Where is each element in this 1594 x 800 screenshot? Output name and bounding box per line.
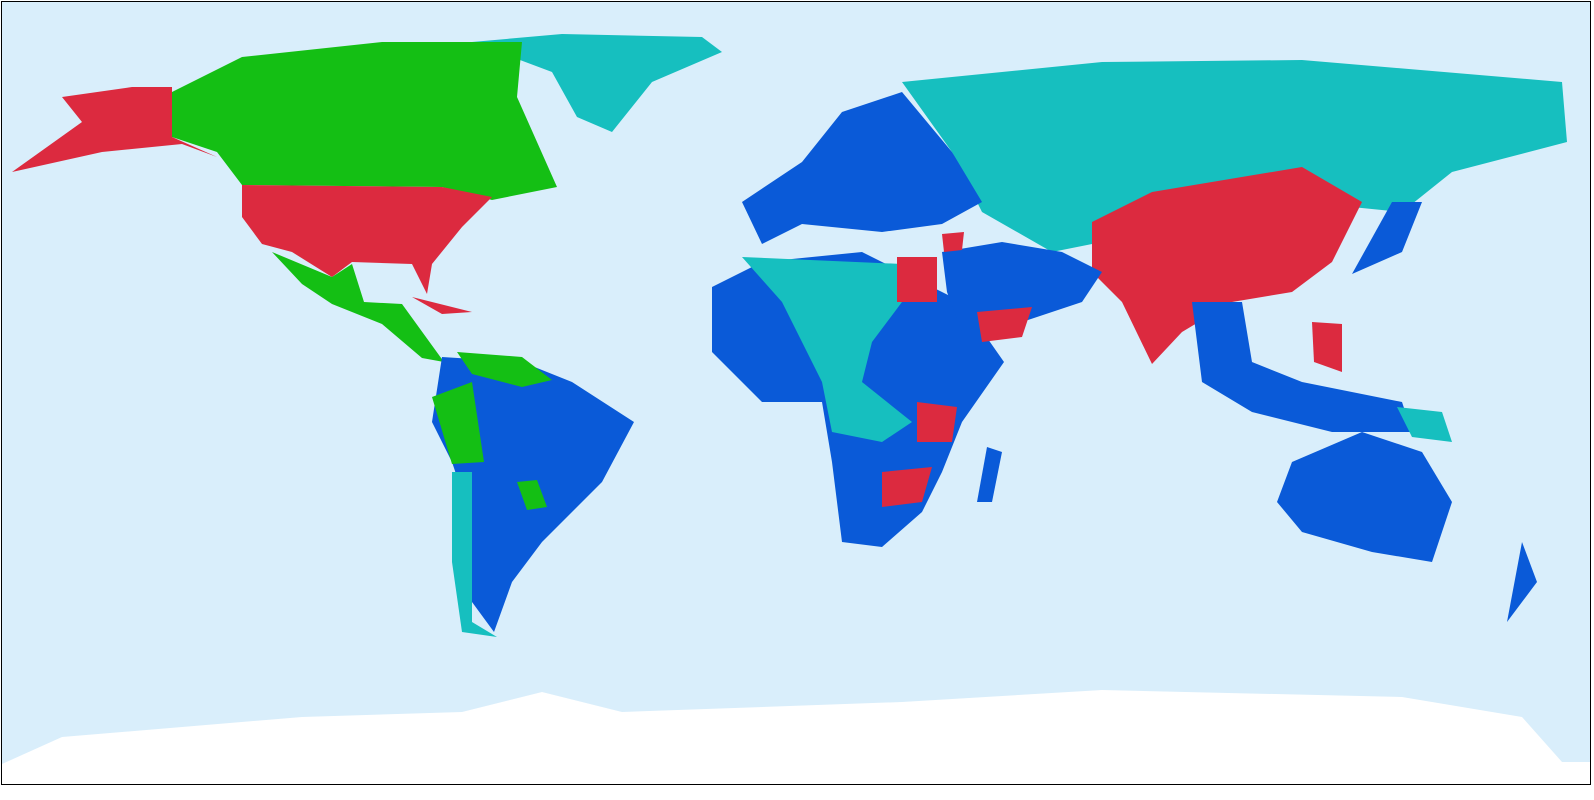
region-chile-argentina-south	[452, 472, 497, 637]
region-japan-korea	[1352, 202, 1422, 274]
region-southeast-asia	[1192, 302, 1412, 432]
region-papua	[1397, 407, 1452, 442]
region-cuba	[412, 297, 472, 314]
region-philippines	[1312, 322, 1342, 372]
region-europe	[742, 92, 982, 244]
region-usa	[242, 185, 492, 294]
region-paraguay	[517, 480, 547, 510]
region-yemen	[977, 307, 1032, 342]
region-canada	[172, 42, 557, 200]
region-mexico-central-america	[272, 252, 444, 362]
region-alaska	[12, 87, 217, 172]
region-venezuela-guyana	[457, 352, 552, 387]
world-map-svg	[2, 2, 1590, 784]
region-australia	[1277, 432, 1452, 562]
region-egypt	[897, 257, 937, 302]
region-north-central-africa	[742, 257, 912, 442]
world-map	[1, 1, 1591, 785]
region-new-zealand	[1507, 542, 1537, 622]
region-antarctica	[2, 690, 1590, 784]
region-peru-colombia	[432, 382, 484, 464]
region-syria	[942, 232, 964, 252]
region-china-india	[1092, 167, 1362, 364]
region-middle-east	[942, 242, 1102, 332]
region-tanzania	[917, 402, 957, 442]
region-greenland	[472, 34, 722, 132]
region-madagascar	[977, 447, 1002, 502]
region-zambia-zimbabwe	[882, 467, 932, 507]
